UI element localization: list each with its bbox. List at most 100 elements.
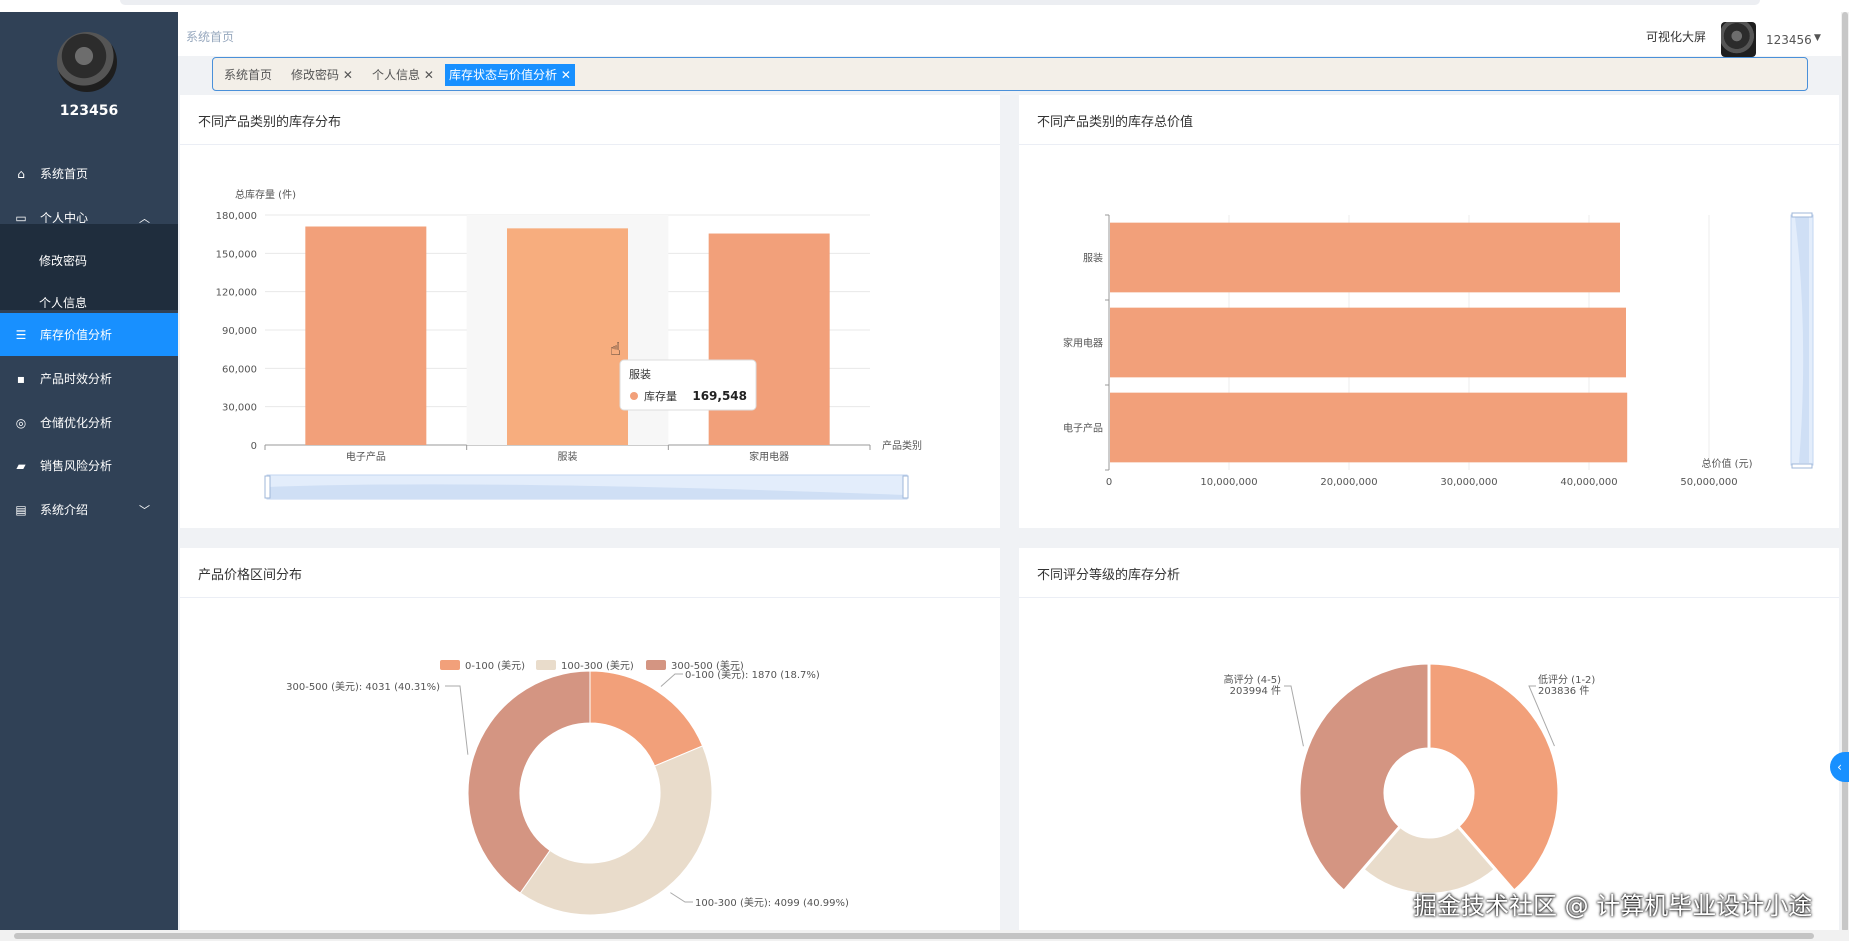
donut-slice (467, 670, 591, 894)
panel-title: 不同评分等级的库存分析 (1037, 568, 1181, 583)
leader-line (660, 673, 683, 687)
rose-chart-rating[interactable]: 低评分 (1-2)203836 件 高评分 (4-5)203994 件 (1019, 548, 1839, 930)
submenu: 修改密码 个人信息 (0, 224, 178, 310)
y-tick-label: 120,000 (216, 288, 257, 299)
tooltip-value: 169,548 (692, 389, 747, 403)
sidebar-item-label: 个人中心 (40, 211, 89, 225)
bigscreen-link[interactable]: 可视化大屏 (1646, 30, 1707, 44)
y-tick-label: 家用电器 (1063, 337, 1103, 350)
zoom-handle (1791, 212, 1813, 218)
sidebar-item-label: 库存价值分析 (40, 328, 113, 342)
tag-personal-info[interactable]: 个人信息 ✕ (368, 64, 438, 86)
watermark: 掘金技术社区 @ 计算机毕业设计小途 (1413, 892, 1813, 920)
sidebar-item-label: 产品时效分析 (40, 372, 113, 386)
panel-inventory-value: 不同产品类别的库存总价值 0 10,000,000 20,000,000 30,000… (1019, 95, 1839, 528)
zoom-slider-shape (1795, 217, 1809, 463)
y-tick-label: 电子产品 (1063, 422, 1103, 435)
user-card-icon: ▭ (15, 210, 27, 225)
y-tick-label: 0 (251, 441, 257, 452)
sidebar-item-label: 系统介绍 (40, 503, 89, 517)
close-icon[interactable]: ✕ (423, 68, 434, 82)
sidebar-item-personal-center[interactable]: ▭ 个人中心 ︿ (0, 196, 178, 239)
tooltip-title: 服装 (629, 368, 651, 381)
legend-swatch (440, 660, 460, 670)
tag-label: 系统首页 (224, 68, 273, 82)
chevron-down-icon: ﹀ (139, 503, 150, 517)
y-tick-label: 30,000 (222, 403, 257, 414)
avatar[interactable] (57, 32, 117, 92)
chat-icon: ▪ (16, 371, 26, 386)
sidebar-item-warehouse-opt[interactable]: ◎ 仓储优化分析 (0, 401, 178, 444)
slice-label: 高评分 (4-5) (1224, 673, 1281, 686)
vertical-scrollbar[interactable] (1841, 12, 1849, 932)
y-tick-label: 180,000 (216, 211, 257, 222)
sidebar-item-label: 系统首页 (40, 167, 89, 181)
tag-label: 个人信息 (372, 68, 421, 82)
divider (1019, 597, 1839, 598)
bar (708, 233, 830, 445)
legend-label: 100-300 (美元) (561, 659, 634, 672)
tag-home[interactable]: 系统首页 (220, 64, 276, 86)
bar (1110, 222, 1620, 293)
gauge-icon: ◎ (15, 415, 27, 430)
breadcrumb[interactable]: 系统首页 (186, 30, 235, 44)
panel-price-distribution: 产品价格区间分布 0-100 (美元) 100-300 (美元) 300-500 (… (180, 548, 1000, 930)
close-icon[interactable]: ✕ (560, 68, 571, 82)
legend-swatch (536, 660, 556, 670)
top-strip (0, 0, 1849, 12)
y-tick-label: 60,000 (222, 364, 257, 375)
rose-slice (1297, 661, 1431, 894)
x-tick-label: 家用电器 (749, 450, 789, 463)
tag-label: 库存状态与价值分析 (449, 68, 558, 82)
sidebar-item-home[interactable]: ⌂ 系统首页 (0, 152, 178, 195)
bar (1110, 307, 1626, 378)
legend-swatch (646, 660, 666, 670)
submenu-item-change-password[interactable]: 修改密码 (39, 254, 88, 268)
bar-chart-inventory[interactable]: 总库存量 (件) 0 30,000 60,000 90,000 120,000 150,00… (180, 95, 1000, 528)
tag-inventory-analysis[interactable]: 库存状态与价值分析 ✕ (445, 64, 575, 86)
sidebar-item-inventory-value[interactable]: ☰ 库存价值分析 (0, 313, 178, 356)
panel-inventory-distribution: 不同产品类别的库存分布 总库存量 (件) 0 30,000 60,000 90,000 1… (180, 95, 1000, 528)
bar (507, 228, 628, 445)
hbar-chart-value[interactable]: 0 10,000,000 20,000,000 30,000,000 40,000,00… (1019, 95, 1839, 528)
sidebar-item-product-aging[interactable]: ▪ 产品时效分析 (0, 357, 178, 400)
bar (1110, 392, 1628, 463)
tooltip-series: 库存量 (644, 389, 677, 403)
leader-line (670, 892, 693, 903)
submenu-item-personal-info[interactable]: 个人信息 (39, 296, 88, 310)
legend-label: 0-100 (美元) (465, 659, 525, 672)
leader-line (1528, 685, 1555, 747)
divider (1019, 144, 1839, 145)
y-axis-title: 总库存量 (件) (235, 188, 296, 201)
tag-change-password[interactable]: 修改密码 ✕ (287, 64, 357, 86)
x-axis-title: 产品类别 (882, 439, 922, 452)
x-tick-label: 0 (1106, 477, 1112, 488)
horizontal-scrollbar[interactable] (0, 930, 1849, 941)
donut-chart-price[interactable]: 0-100 (美元) 100-300 (美元) 300-500 (美元)0-100 … (180, 548, 1000, 930)
zoom-handle (264, 475, 271, 499)
home-icon: ⌂ (17, 166, 25, 181)
tags-view: 系统首页 修改密码 ✕ 个人信息 ✕ 库存状态与价值分析 ✕ (212, 57, 1808, 91)
legend-label: 300-500 (美元) (671, 659, 744, 672)
leader-line (1284, 685, 1304, 747)
chevron-left-icon[interactable]: ‹ (1830, 752, 1849, 782)
slice-label: 100-300 (美元): 4099 (40.99%) (695, 896, 849, 909)
sidebar-item-system-intro[interactable]: ▤ 系统介绍 ﹀ (0, 488, 178, 531)
top-navbar: 系统首页 可视化大屏 123456 ▼ (178, 12, 1849, 57)
zoom-handle (902, 475, 909, 499)
header-avatar[interactable] (1721, 22, 1756, 57)
slice-label: 300-500 (美元): 4031 (40.31%) (286, 680, 440, 693)
x-tick-label: 服装 (558, 450, 578, 463)
header-username[interactable]: 123456 (1766, 33, 1812, 47)
donut-slice (589, 670, 704, 767)
sidebar-username: 123456 (59, 103, 119, 119)
close-icon[interactable]: ✕ (342, 68, 353, 82)
x-tick-label: 30,000,000 (1440, 477, 1497, 488)
chevron-up-icon: ︿ (139, 211, 150, 225)
rose-slice (1427, 661, 1561, 894)
caret-down-icon[interactable]: ▼ (1814, 33, 1821, 43)
tooltip-marker (630, 392, 638, 400)
divider (180, 597, 1000, 598)
sidebar-item-sales-risk[interactable]: ▰ 销售风险分析 (0, 444, 178, 487)
y-tick-label: 150,000 (216, 249, 257, 260)
